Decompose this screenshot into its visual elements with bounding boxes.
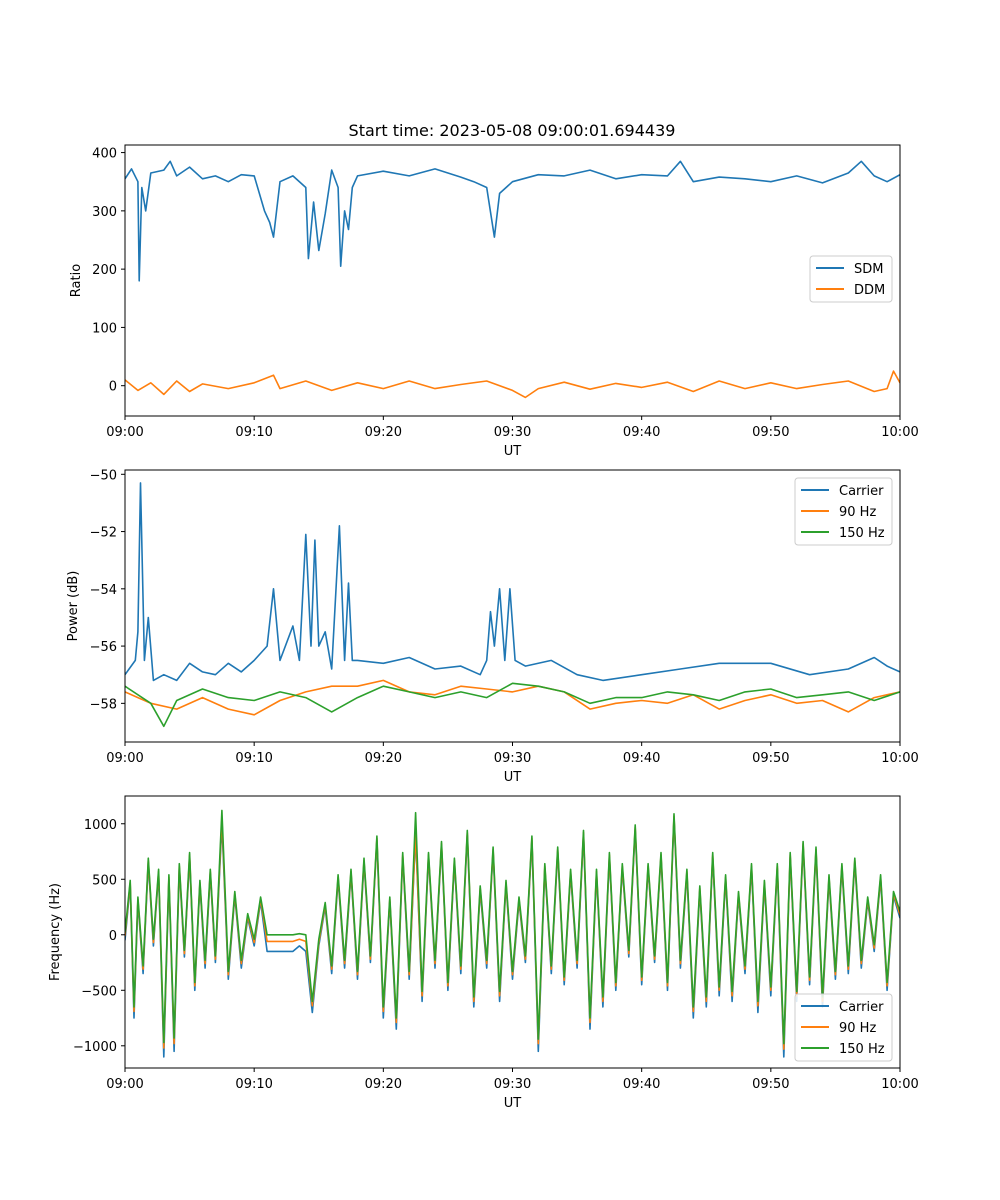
x-tick-label: 09:10 <box>235 751 272 766</box>
axes-frame <box>124 144 901 417</box>
legend-entry: 150 Hz <box>839 526 885 541</box>
x-tick-label: 09:40 <box>623 425 660 440</box>
x-tick-label: 09:50 <box>752 425 789 440</box>
x-tick-label: 10:00 <box>881 1077 918 1092</box>
subplot-power: 09:00 09:10 09:20 09:30 09:40 09:50 10:00 −58 −5… <box>66 468 919 785</box>
x-tick-label: 09:30 <box>494 1077 531 1092</box>
legend-entry: SDM <box>854 262 883 277</box>
x-tick-label: 09:50 <box>752 751 789 766</box>
y-axis-label: Ratio <box>69 264 84 297</box>
y-tick-label: −54 <box>90 583 117 598</box>
x-tick-label: 10:00 <box>881 751 918 766</box>
x-tick-label: 09:00 <box>106 425 143 440</box>
x-axis-label: UT <box>504 444 522 459</box>
x-tick-label: 09:10 <box>235 1077 272 1092</box>
series-line-150-hz <box>125 809 900 1045</box>
series-line-ddm <box>125 370 900 399</box>
y-tick-label: 500 <box>92 873 117 888</box>
legend-entry: 90 Hz <box>839 505 876 520</box>
y-tick-label: 0 <box>109 380 117 395</box>
y-tick-label: 100 <box>92 321 117 336</box>
y-tick-label: 300 <box>92 205 117 220</box>
legend: Carrier 90 Hz 150 Hz <box>794 993 893 1062</box>
y-tick-label: 200 <box>92 263 117 278</box>
y-tick-label: −58 <box>90 697 117 712</box>
y-tick-label: −50 <box>90 468 117 483</box>
axes-frame <box>124 469 901 743</box>
legend-entry: DDM <box>854 283 885 298</box>
legend-entry: Carrier <box>839 1000 884 1015</box>
series-line-carrier <box>125 482 900 682</box>
x-tick-label: 09:20 <box>365 751 402 766</box>
legend-box <box>794 993 893 1062</box>
y-tick-label: 0 <box>109 929 117 944</box>
y-axis-label: Frequency (Hz) <box>48 883 63 981</box>
y-tick-label: 400 <box>92 147 117 162</box>
series-line-90-hz <box>125 815 900 1050</box>
x-tick-label: 09:30 <box>494 751 531 766</box>
subplot-frequency: 09:00 09:10 09:20 09:30 09:40 09:50 10:00 −1000… <box>48 795 919 1111</box>
legend-entry: 90 Hz <box>839 1021 876 1036</box>
figure-title: Start time: 2023-05-08 09:00:01.694439 <box>349 121 676 140</box>
series-line-sdm <box>125 160 900 282</box>
x-tick-label: 09:40 <box>623 751 660 766</box>
x-tick-label: 09:00 <box>106 751 143 766</box>
legend: SDM DDM <box>809 255 893 303</box>
y-tick-label: −56 <box>90 640 117 655</box>
legend: Carrier 90 Hz 150 Hz <box>794 477 893 546</box>
series-line-150-hz <box>125 682 900 728</box>
legend-box <box>794 477 893 546</box>
series-line-90-hz <box>125 679 900 716</box>
y-tick-label: −500 <box>81 984 117 999</box>
y-axis-label: Power (dB) <box>66 571 81 642</box>
x-tick-label: 09:00 <box>106 1077 143 1092</box>
legend-entry: 150 Hz <box>839 1042 885 1057</box>
x-tick-label: 09:30 <box>494 425 531 440</box>
x-tick-label: 09:20 <box>365 1077 402 1092</box>
x-axis-label: UT <box>504 770 522 785</box>
y-tick-label: −1000 <box>73 1040 117 1055</box>
y-tick-label: 1000 <box>84 818 117 833</box>
y-tick-label: −52 <box>90 526 117 541</box>
subplot-ratio: 09:00 09:10 09:20 09:30 09:40 09:50 10:00 0 100 2… <box>69 144 919 459</box>
legend-entry: Carrier <box>839 484 884 499</box>
x-tick-label: 09:20 <box>365 425 402 440</box>
x-axis-label: UT <box>504 1096 522 1111</box>
x-tick-label: 09:50 <box>752 1077 789 1092</box>
x-tick-label: 09:10 <box>235 425 272 440</box>
x-tick-label: 09:40 <box>623 1077 660 1092</box>
x-tick-label: 10:00 <box>881 425 918 440</box>
